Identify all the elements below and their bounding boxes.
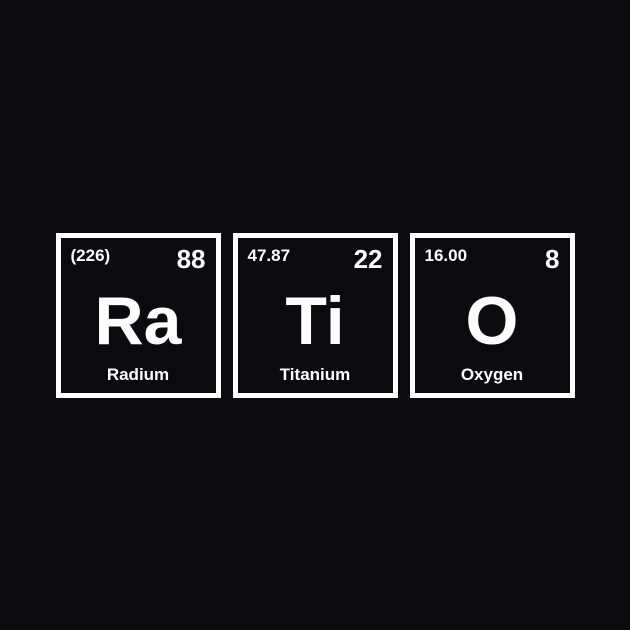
element-symbol: Ti [285,287,344,355]
element-symbol: Ra [95,287,182,355]
element-atomic-number: 8 [545,244,559,275]
element-mass: 16.00 [425,246,468,266]
element-atomic-number: 88 [177,244,206,275]
element-mass: (226) [71,246,111,266]
element-tile-titanium: 47.87 22 Ti Titanium [233,233,398,398]
element-mass: 47.87 [248,246,291,266]
element-atomic-number: 22 [354,244,383,275]
element-tile-oxygen: 16.00 8 O Oxygen [410,233,575,398]
element-name: Radium [61,365,216,385]
element-name: Titanium [238,365,393,385]
element-tile-radium: (226) 88 Ra Radium [56,233,221,398]
periodic-elements-row: (226) 88 Ra Radium 47.87 22 Ti Titanium … [56,233,575,398]
element-symbol: O [466,287,519,355]
element-name: Oxygen [415,365,570,385]
